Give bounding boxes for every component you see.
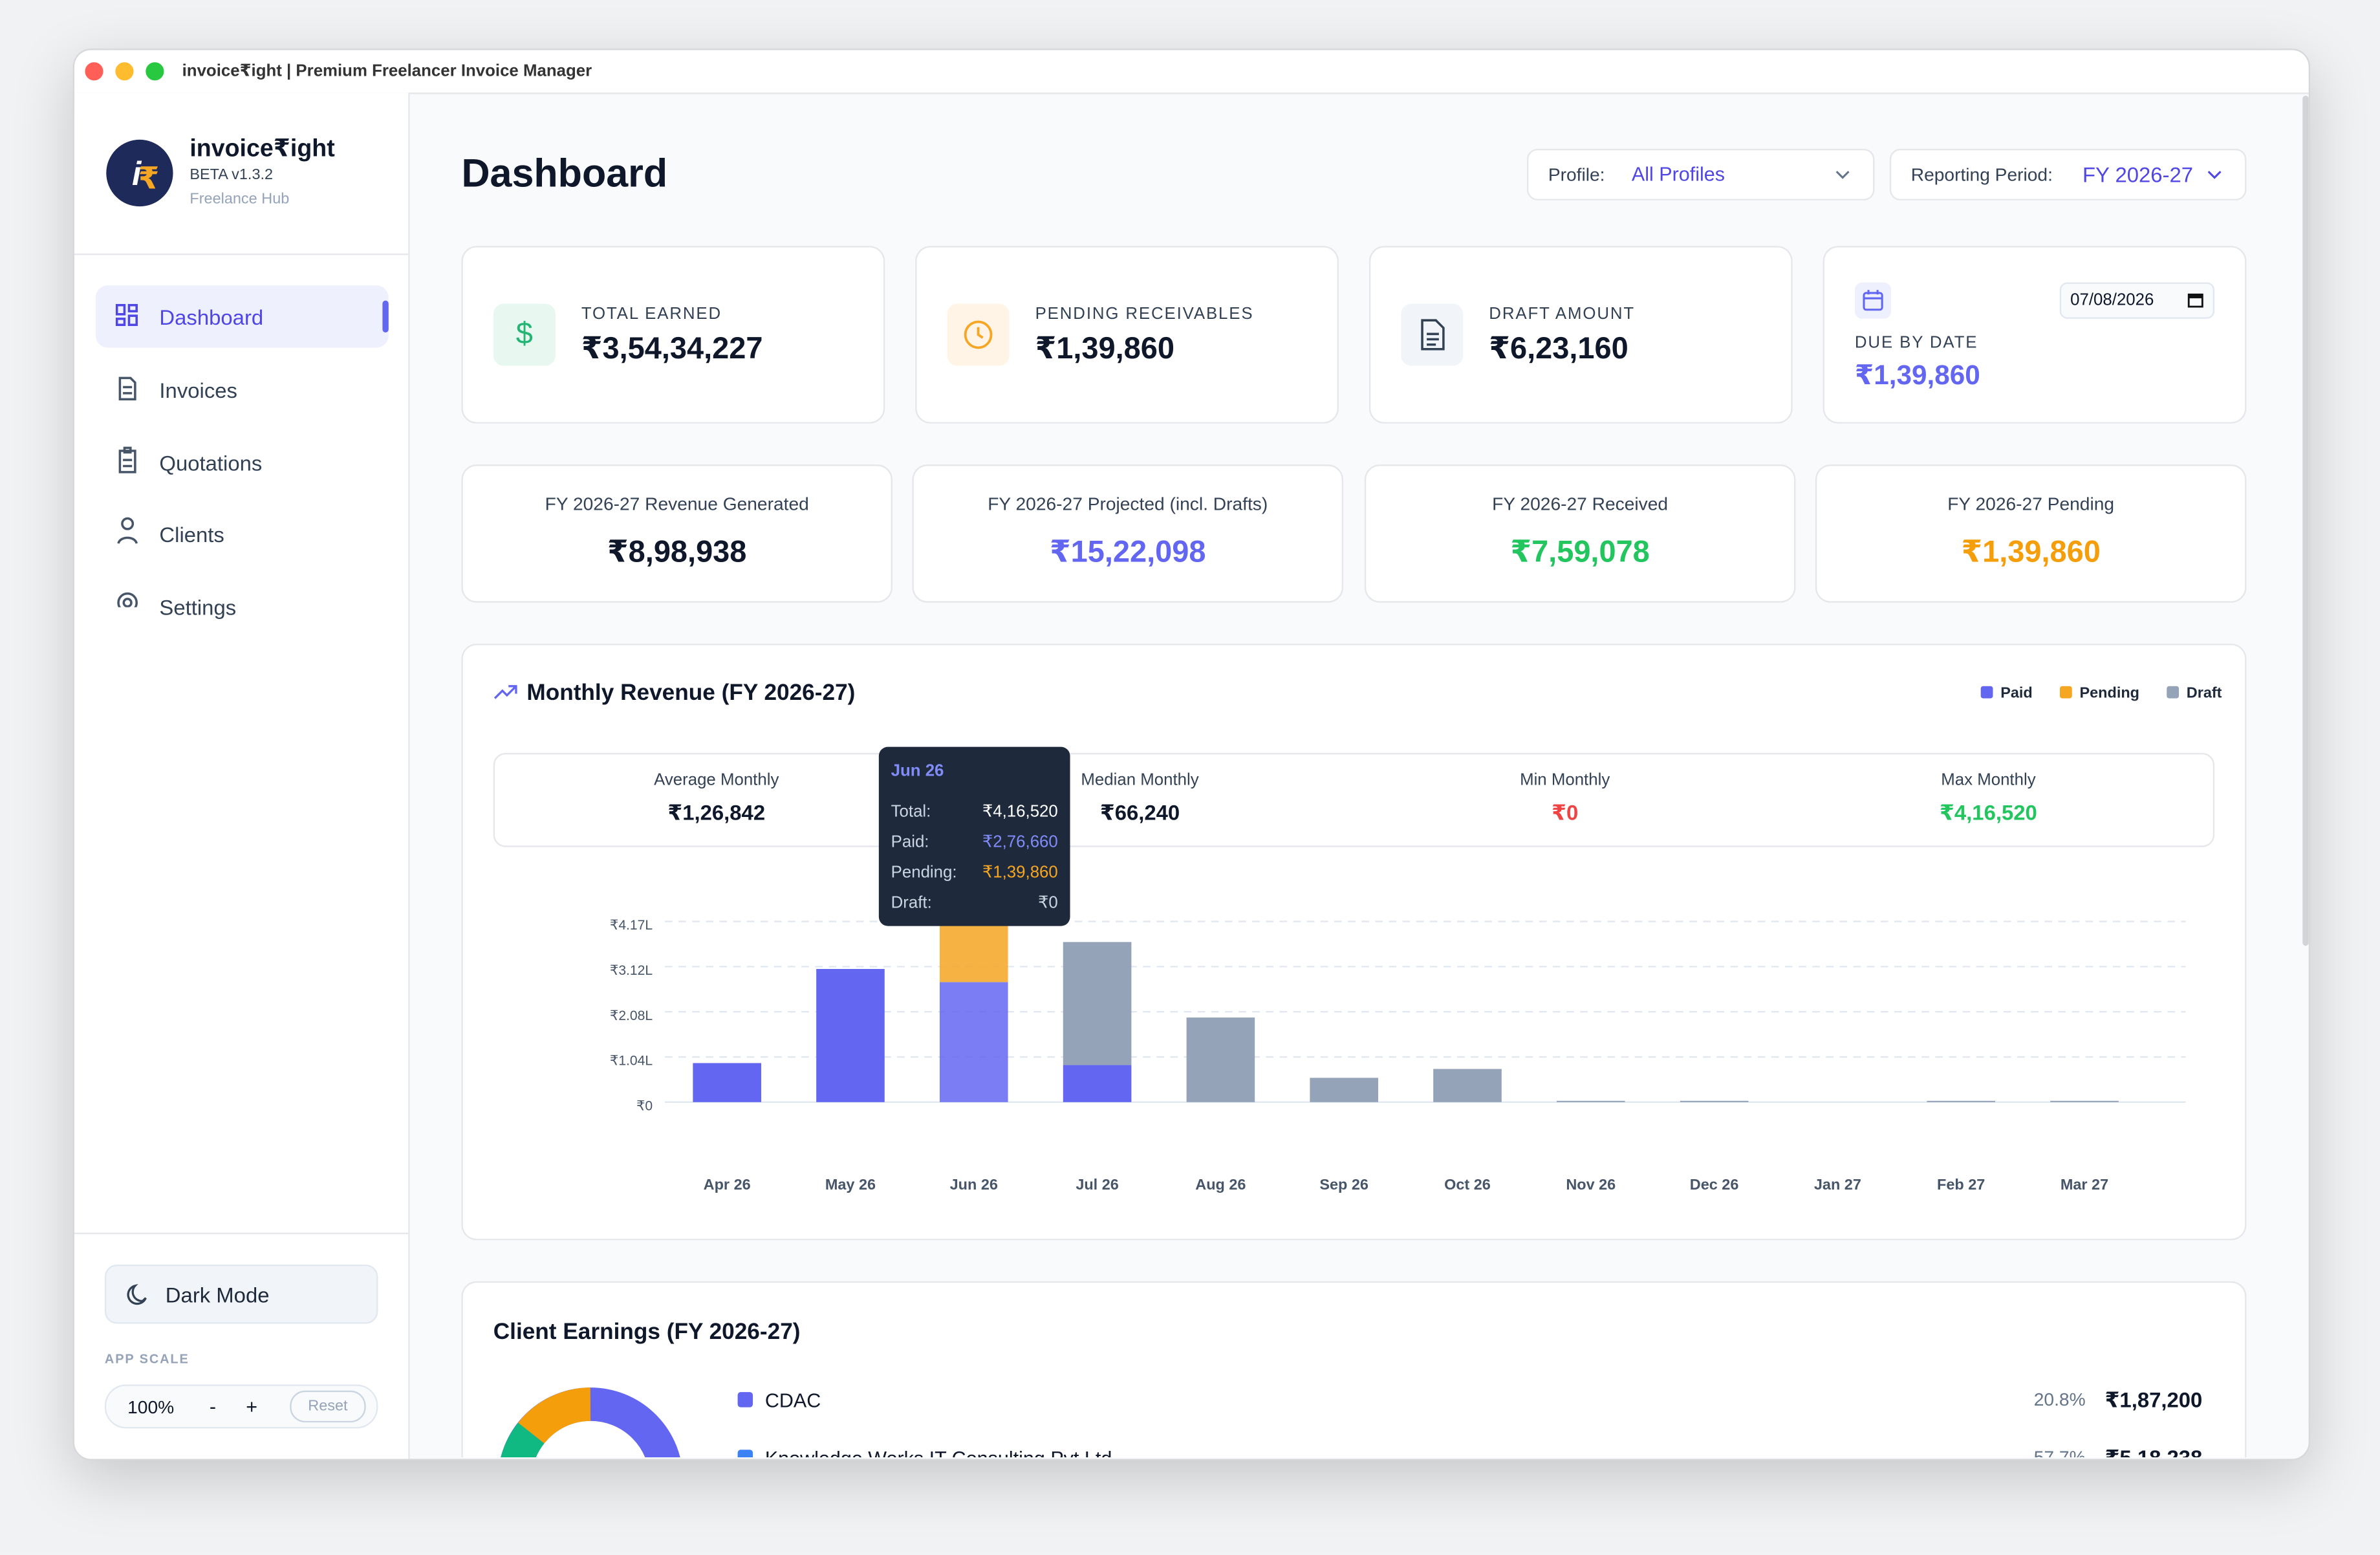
nav-icons [115, 303, 138, 607]
app-version: BETA v1.3.2 [189, 167, 274, 184]
dark-mode-label: Dark Mode [165, 1283, 270, 1307]
sidebar: i ₹ invoice₹ight BETA v1.3.2 Freelance Hu… [74, 92, 410, 1459]
nav-item-active[interactable] [95, 285, 389, 348]
app-tagline: Freelance Hub [189, 191, 290, 208]
svg-text:i: i [132, 155, 142, 192]
svg-text:₹: ₹ [138, 162, 160, 195]
nav-item[interactable]: Clients [159, 522, 224, 547]
title-bar: invoice₹ight | Premium Freelancer Invoic… [74, 50, 2309, 94]
scrollbar[interactable] [2302, 95, 2309, 946]
close-button[interactable] [85, 62, 103, 81]
nav-item[interactable]: Dashboard [159, 305, 264, 330]
dark-mode-button[interactable]: Dark Mode [104, 1264, 378, 1324]
window-title: invoice₹ight | Premium Freelancer Invoic… [182, 62, 592, 81]
scale-label: APP SCALE [104, 1351, 189, 1367]
app-name: invoice₹ight [189, 136, 335, 163]
app-window: invoice₹ight | Premium Freelancer Invoic… [72, 49, 2310, 1461]
reset-button[interactable]: Reset [290, 1390, 366, 1423]
reset-label: Reset [308, 1398, 348, 1415]
scale-plus[interactable]: + [246, 1395, 258, 1419]
minimize-button[interactable] [115, 62, 134, 81]
zoom-button[interactable] [146, 62, 164, 81]
moon-icon [127, 1283, 147, 1305]
nav-item[interactable]: Quotations [159, 451, 263, 475]
scale-value: 100% [127, 1397, 175, 1419]
logo: i₹ [106, 139, 173, 207]
scale-control: 100% - + Reset [104, 1384, 378, 1429]
nav-item[interactable]: Settings [159, 594, 237, 620]
nav-item[interactable]: Invoices [159, 378, 237, 402]
scale-minus[interactable]: - [209, 1395, 217, 1419]
